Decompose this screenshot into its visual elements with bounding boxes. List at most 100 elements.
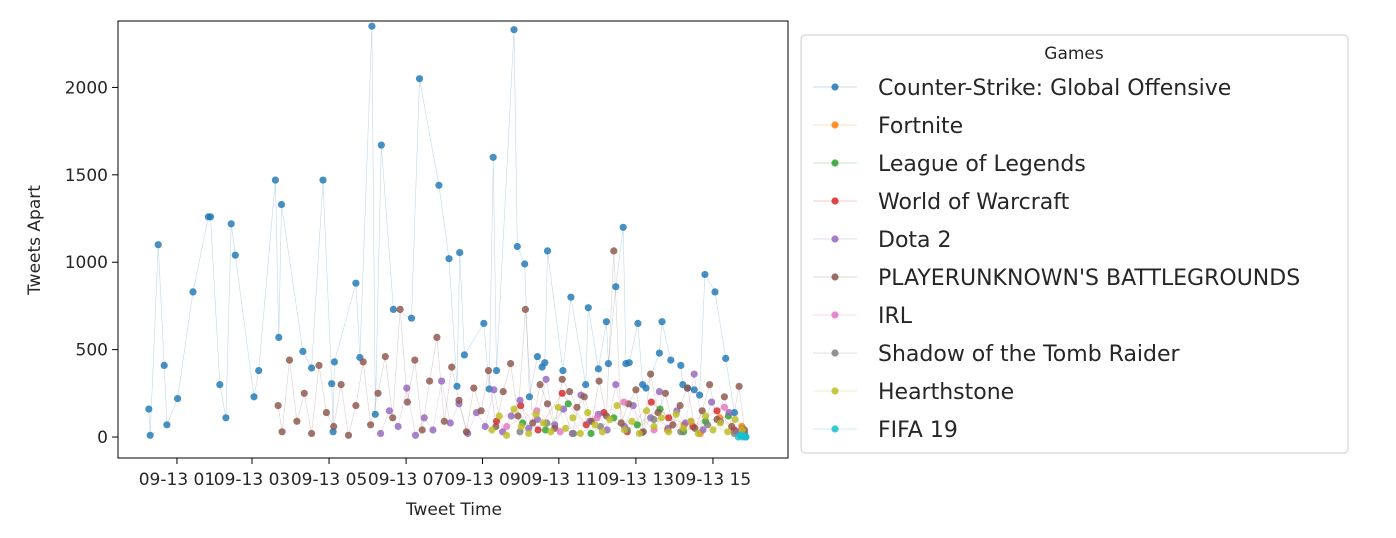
data-point	[720, 393, 729, 401]
data-point	[642, 384, 650, 392]
data-point	[507, 412, 515, 420]
data-point	[620, 426, 629, 434]
data-point	[655, 349, 664, 357]
data-point	[661, 389, 670, 397]
data-point	[709, 426, 717, 434]
data-point	[708, 398, 716, 406]
data-point	[584, 304, 592, 312]
data-point	[481, 422, 489, 431]
data-point	[634, 319, 642, 327]
data-point	[255, 367, 263, 375]
data-point	[189, 288, 197, 296]
data-point	[610, 247, 618, 255]
data-point	[632, 386, 640, 394]
data-point	[742, 433, 750, 441]
data-point	[415, 75, 424, 83]
data-point	[411, 356, 419, 364]
data-point	[510, 26, 518, 34]
data-point	[488, 426, 496, 434]
legend-label: Dota 2	[878, 228, 952, 253]
data-point	[690, 386, 698, 394]
data-point	[683, 384, 692, 392]
legend-marker	[831, 311, 839, 319]
x-tick-label: 09-13 13	[598, 470, 674, 490]
data-point	[725, 409, 733, 417]
legend-marker	[831, 159, 839, 167]
series-lines	[148, 26, 747, 438]
data-point	[489, 153, 497, 161]
data-point	[438, 377, 446, 385]
x-tick-label: 09-13 01	[139, 470, 215, 490]
x-tick-label: 09-13 09	[444, 470, 520, 490]
data-point	[533, 353, 542, 361]
data-point	[702, 412, 710, 420]
data-point	[728, 422, 736, 431]
data-point	[231, 251, 239, 259]
data-point	[657, 414, 666, 422]
legend-entry: Fortnite	[813, 114, 963, 139]
legend-label: League of Legends	[878, 152, 1086, 177]
data-point	[377, 141, 385, 149]
legend-marker	[831, 387, 839, 395]
data-point	[271, 176, 279, 184]
data-point	[344, 431, 353, 439]
legend-entry: League of Legends	[813, 152, 1086, 177]
data-point	[403, 398, 411, 406]
y-tick-label: 1500	[65, 166, 108, 186]
data-point	[654, 409, 662, 417]
data-point	[374, 389, 382, 397]
data-point	[711, 288, 719, 296]
data-point	[655, 388, 664, 396]
data-point	[720, 403, 729, 411]
data-point	[558, 389, 566, 397]
data-point	[635, 429, 643, 438]
data-point	[534, 426, 542, 434]
data-point	[385, 407, 393, 415]
data-point	[516, 396, 524, 404]
data-point	[222, 414, 230, 422]
data-point	[650, 422, 658, 431]
legend: Games Counter-Strike: Global Offensive Fo…	[800, 34, 1349, 454]
data-point	[584, 409, 592, 417]
x-tick-label: 09-13 05	[291, 470, 367, 490]
data-point	[539, 419, 548, 427]
data-point	[389, 414, 397, 422]
data-point	[619, 223, 627, 231]
data-point	[319, 176, 327, 184]
y-axis: 0 500 1000 1500 2000	[65, 78, 118, 448]
series-line-0	[148, 26, 747, 438]
legend-entry: PLAYERUNKNOWN'S BATTLEGROUNDS	[813, 266, 1300, 291]
data-point	[507, 360, 515, 368]
y-tick-label: 2000	[65, 78, 108, 98]
data-point	[278, 428, 286, 436]
data-point	[701, 270, 709, 279]
data-point	[554, 403, 562, 411]
data-point	[377, 429, 385, 438]
data-point	[573, 403, 581, 411]
legend-entry: IRL	[813, 304, 913, 329]
data-point	[529, 419, 537, 427]
data-point	[525, 393, 534, 401]
data-point	[559, 367, 567, 375]
legend-marker	[831, 425, 839, 433]
data-point	[499, 388, 507, 396]
y-tick-label: 0	[97, 428, 108, 448]
data-point	[643, 407, 651, 415]
legend-marker	[831, 83, 839, 91]
legend-frame	[800, 34, 1349, 454]
legend-label: IRL	[878, 304, 913, 329]
legend-entry: Counter-Strike: Global Offensive	[813, 76, 1231, 101]
data-point	[556, 428, 564, 436]
data-point	[566, 388, 574, 396]
data-point	[308, 364, 316, 372]
data-point	[448, 363, 456, 371]
data-point	[521, 260, 529, 268]
data-point	[547, 428, 555, 436]
data-point	[617, 419, 625, 427]
data-point	[517, 402, 525, 410]
data-point	[525, 424, 533, 432]
data-point	[558, 375, 566, 383]
data-point	[580, 393, 588, 401]
data-point	[625, 359, 633, 367]
data-point	[403, 384, 411, 392]
